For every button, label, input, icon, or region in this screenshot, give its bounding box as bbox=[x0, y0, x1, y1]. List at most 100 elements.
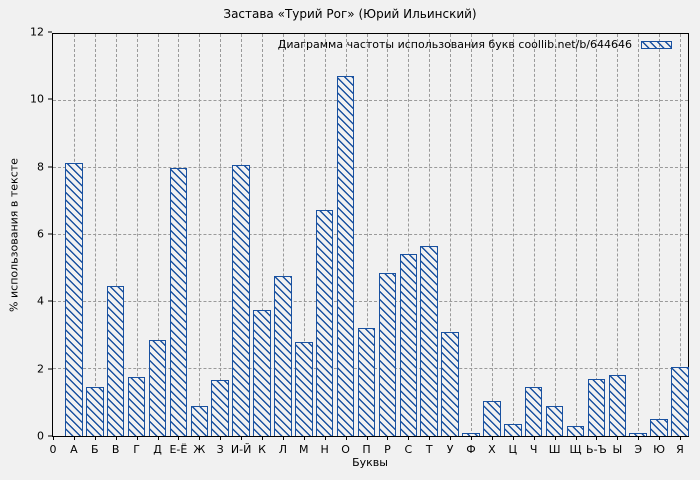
bar-У bbox=[441, 331, 459, 436]
x-tick bbox=[408, 436, 410, 440]
x-tick bbox=[491, 436, 493, 440]
x-tick bbox=[53, 436, 54, 440]
y-tick bbox=[48, 300, 52, 302]
y-tick-label: 0 bbox=[37, 429, 44, 443]
bar-Г bbox=[127, 377, 146, 436]
x-tick bbox=[596, 436, 598, 440]
x-origin-label: 0 bbox=[49, 443, 57, 456]
gridline-vertical bbox=[680, 34, 681, 436]
bar-Ш bbox=[545, 405, 564, 436]
legend-swatch-hatch-icon bbox=[641, 40, 672, 49]
bar-Я bbox=[671, 366, 689, 436]
bar-Ю bbox=[650, 419, 668, 436]
x-tick bbox=[659, 436, 661, 440]
legend-label: Диаграмма частоты использования букв coo… bbox=[277, 38, 632, 51]
gridline-vertical bbox=[450, 34, 452, 436]
gridline-vertical bbox=[199, 34, 201, 436]
x-tick bbox=[262, 436, 263, 440]
x-tick-label: П bbox=[362, 443, 371, 456]
gridline-horizontal bbox=[53, 234, 688, 235]
x-tick-label: А bbox=[70, 443, 78, 456]
x-tick bbox=[617, 436, 619, 440]
x-tick bbox=[554, 436, 556, 440]
x-tick-label: Т bbox=[425, 443, 433, 456]
x-tick-label: Х bbox=[488, 443, 496, 456]
x-tick-label: Ю bbox=[653, 443, 666, 456]
x-axis-label: Буквы bbox=[352, 456, 388, 469]
x-tick bbox=[199, 436, 201, 440]
x-tick-label: Р bbox=[384, 443, 391, 456]
x-tick-label: Ь-Ъ bbox=[586, 443, 607, 456]
x-tick bbox=[241, 436, 243, 440]
bar-Р bbox=[378, 272, 397, 436]
x-tick-label: О bbox=[341, 443, 350, 456]
bar-И-Й bbox=[232, 164, 250, 436]
gridline-vertical bbox=[617, 34, 619, 436]
x-tick-label: Ф bbox=[466, 443, 476, 456]
gridline-vertical bbox=[429, 34, 431, 436]
bar-Ь-Ъ bbox=[587, 378, 606, 436]
x-tick bbox=[178, 436, 180, 440]
x-tick bbox=[575, 436, 577, 440]
x-tick-label: Э bbox=[634, 443, 643, 456]
bar-В bbox=[106, 286, 125, 436]
gridline-vertical bbox=[115, 34, 117, 436]
x-tick bbox=[450, 436, 452, 440]
gridline-vertical bbox=[575, 34, 577, 436]
x-tick-label: Ы bbox=[612, 443, 623, 456]
bar-О bbox=[336, 75, 355, 436]
x-tick bbox=[512, 436, 514, 440]
x-tick-label: З bbox=[216, 443, 224, 456]
x-tick bbox=[282, 436, 284, 440]
gridline-horizontal bbox=[53, 100, 688, 101]
x-tick bbox=[429, 436, 431, 440]
y-tick bbox=[48, 31, 52, 33]
gridline-horizontal bbox=[53, 301, 688, 303]
legend: Диаграмма частоты использования букв coo… bbox=[278, 38, 672, 51]
x-tick-label: Ц bbox=[508, 443, 518, 456]
gridline-vertical bbox=[303, 34, 305, 436]
bar-З bbox=[211, 380, 229, 436]
gridline-vertical bbox=[596, 34, 598, 436]
x-tick-label: Д bbox=[153, 443, 162, 456]
y-tick bbox=[48, 435, 52, 437]
bar-Ж bbox=[190, 405, 209, 436]
x-tick bbox=[136, 436, 138, 440]
y-tick-label: 12 bbox=[30, 25, 44, 39]
bar-А bbox=[65, 163, 83, 436]
bar-Ч bbox=[524, 387, 543, 436]
x-tick bbox=[345, 436, 347, 440]
gridline-vertical bbox=[554, 34, 556, 436]
y-axis-label: % использования в тексте bbox=[7, 158, 21, 312]
x-tick bbox=[366, 436, 368, 440]
x-tick bbox=[73, 436, 75, 440]
gridline-vertical bbox=[659, 34, 661, 436]
gridline-vertical bbox=[471, 34, 472, 436]
bar-С bbox=[399, 254, 418, 436]
bar-М bbox=[295, 341, 313, 436]
y-tick-label: 8 bbox=[37, 160, 44, 174]
bar-Ц bbox=[504, 424, 522, 436]
x-tick bbox=[94, 436, 96, 440]
x-tick-label: К bbox=[258, 443, 266, 456]
x-tick-label: Ч bbox=[529, 443, 538, 456]
x-tick-label: В bbox=[111, 443, 120, 456]
x-tick bbox=[115, 436, 117, 440]
bar-Н bbox=[315, 210, 334, 436]
bar-Ф bbox=[462, 432, 480, 436]
x-tick bbox=[303, 436, 305, 440]
gridline-vertical bbox=[136, 34, 138, 436]
x-tick bbox=[680, 436, 681, 440]
bar-Э bbox=[629, 432, 647, 436]
x-tick-label: Я bbox=[676, 443, 684, 456]
x-tick bbox=[533, 436, 535, 440]
x-tick-label: Н bbox=[320, 443, 329, 456]
y-tick-label: 4 bbox=[37, 294, 44, 308]
x-tick bbox=[387, 436, 389, 440]
bar-П bbox=[357, 328, 376, 436]
y-tick bbox=[48, 233, 52, 235]
gridline-vertical bbox=[408, 34, 410, 436]
x-tick-label: С bbox=[404, 443, 413, 456]
x-tick bbox=[157, 436, 159, 440]
